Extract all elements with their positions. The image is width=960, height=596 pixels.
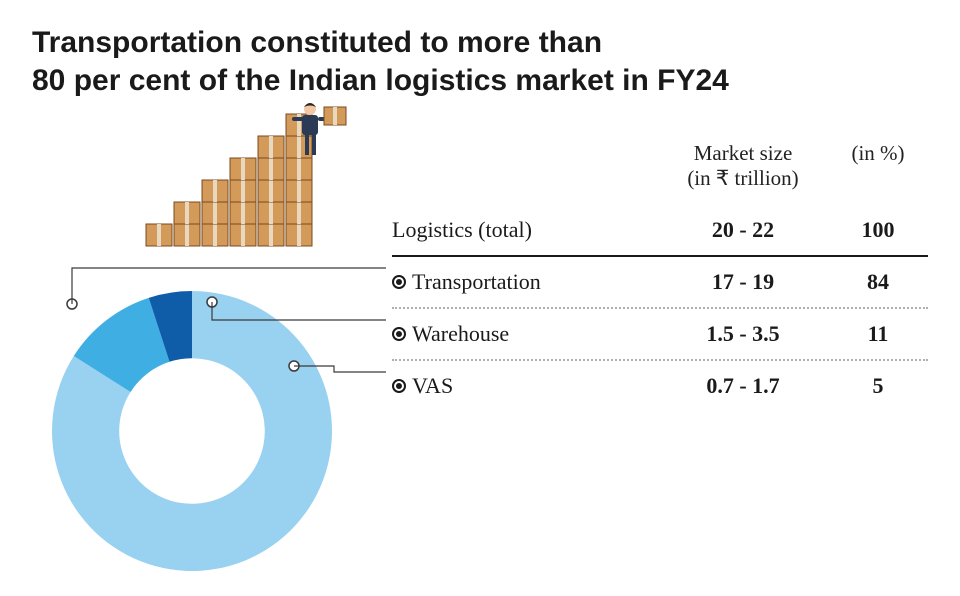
row-transportation: Transportation 17 - 19 84 bbox=[392, 257, 928, 309]
bullet-icon bbox=[392, 275, 406, 289]
total-label: Logistics (total) bbox=[392, 217, 532, 243]
headline-line2: 80 per cent of the Indian logistics mark… bbox=[32, 64, 729, 97]
bullet-icon bbox=[392, 327, 406, 341]
row-total: Logistics (total) 20 - 22 100 bbox=[392, 205, 928, 257]
total-pct: 100 bbox=[828, 217, 928, 243]
boxes-illustration bbox=[142, 101, 362, 251]
row-size: 0.7 - 1.7 bbox=[658, 373, 828, 399]
headline-line1: Transportation constituted to more than bbox=[32, 26, 602, 59]
data-table: Market size (in ₹ trillion) (in %) Logis… bbox=[392, 111, 928, 591]
column-headers: Market size (in ₹ trillion) (in %) bbox=[392, 141, 928, 191]
row-pct: 11 bbox=[828, 321, 928, 347]
row-label: Warehouse bbox=[412, 321, 509, 347]
total-size: 20 - 22 bbox=[658, 217, 828, 243]
row-warehouse: Warehouse 1.5 - 3.5 11 bbox=[392, 309, 928, 361]
left-panel bbox=[32, 111, 372, 591]
header-percent-text: (in %) bbox=[851, 141, 904, 165]
donut-chart bbox=[42, 281, 342, 581]
row-vas: VAS 0.7 - 1.7 5 bbox=[392, 361, 928, 411]
row-pct: 5 bbox=[828, 373, 928, 399]
header-market-size: Market size (in ₹ trillion) bbox=[658, 141, 828, 191]
header-market-size-text: Market size (in ₹ trillion) bbox=[687, 141, 798, 190]
header-percent: (in %) bbox=[828, 141, 928, 191]
row-label: VAS bbox=[412, 373, 453, 399]
row-pct: 84 bbox=[828, 269, 928, 295]
row-size: 1.5 - 3.5 bbox=[658, 321, 828, 347]
row-label: Transportation bbox=[412, 269, 541, 295]
main-content: Market size (in ₹ trillion) (in %) Logis… bbox=[32, 111, 928, 591]
row-size: 17 - 19 bbox=[658, 269, 828, 295]
bullet-icon bbox=[392, 379, 406, 393]
headline: Transportation constituted to more than … bbox=[32, 24, 928, 99]
